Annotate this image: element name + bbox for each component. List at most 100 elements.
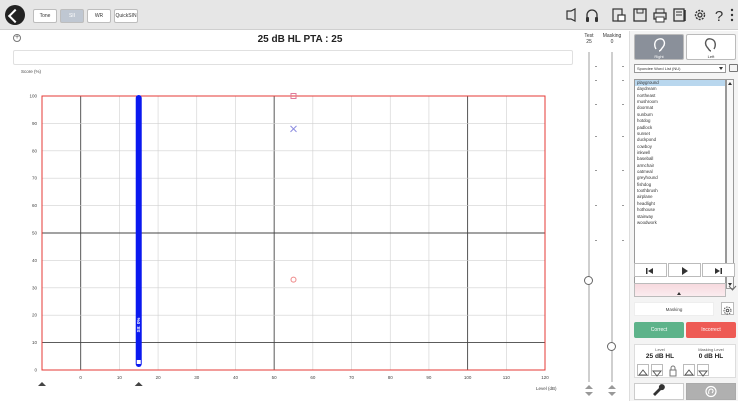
word-list-item[interactable]: toothbrush [637,188,658,194]
word-list-item[interactable]: stairway [637,213,654,219]
plot-border [41,95,546,371]
x-tick-label: 70 [349,375,355,380]
masking-up-button[interactable] [683,364,695,376]
skip-back-button[interactable] [634,263,667,277]
slider-tick-mark [622,170,624,171]
tab-wr[interactable]: WR [87,9,111,23]
print-preview-icon[interactable] [611,7,627,23]
incorrect-button[interactable]: Incorrect [686,322,736,338]
levels-box: Level 25 dB HL Masking Level 0 dB HL [634,344,736,378]
chevron-up-icon [637,369,649,376]
play-button[interactable] [668,263,701,277]
slider-tick-mark [622,205,624,206]
masking-level-value: 0 dB HL [698,353,724,360]
level-up-button[interactable] [637,364,649,376]
word-list-item[interactable]: armchair [637,162,655,168]
headphones-icon[interactable] [584,7,600,23]
word-list-item[interactable]: padlock [637,124,653,130]
tab-tools[interactable] [634,383,684,400]
word-list-item[interactable]: inkwell [637,149,651,155]
bar-label: SII: 0% [136,318,141,333]
slider-tick-mark [595,80,597,81]
speaker-mode-icon[interactable] [564,7,580,23]
add-icon[interactable]: + [13,34,21,42]
presentation-bar[interactable] [135,95,142,367]
masking-down-arrow-icon[interactable] [608,392,616,396]
word-list-item[interactable]: duckpond [637,137,657,143]
ear-left-label: Left [707,54,715,59]
y-axis-label: Score (%) [21,69,42,74]
folder-icon[interactable] [729,64,738,72]
play-icon [682,267,688,275]
bar-handle[interactable] [136,360,141,364]
link-lock-button[interactable] [668,364,678,377]
word-list-item[interactable]: greyhound [637,175,658,181]
correct-button[interactable]: Correct [634,322,684,338]
word-list-item[interactable]: daydream [637,86,657,92]
word-list-item[interactable]: oatmeal [637,169,653,175]
masking-field[interactable]: Masking [634,302,714,316]
y-tick-label: 30 [32,285,38,290]
test-slider-knob[interactable] [584,276,593,285]
y-tick-label: 70 [32,176,38,181]
x-tick-label: 80 [388,375,394,380]
word-list-item[interactable]: sunburn [637,111,653,117]
word-list-item[interactable]: woodwork [637,219,657,225]
scroll-down-icon[interactable] [728,283,732,286]
report-icon[interactable] [672,7,688,23]
slider-tick-mark [622,80,624,81]
masking-slider-knob[interactable] [607,342,616,351]
word-list-item[interactable]: mushroom [637,99,658,105]
scroll-up-icon[interactable] [728,82,732,85]
print-icon[interactable] [652,7,668,23]
masking-level-slider[interactable] [611,52,613,382]
word-list-select[interactable]: Spondee Word List (NU) [634,64,726,73]
x-tick-label: 120 [541,375,549,380]
slider-tick-mark [595,170,597,171]
expand-down-icon[interactable] [728,285,737,292]
tab-quicksin[interactable]: QuickSIN [114,9,138,23]
test-level-slider[interactable] [588,52,590,382]
word-list-item[interactable]: airplane [637,194,653,200]
help-icon[interactable]: ? [711,7,727,23]
lock-icon [669,365,677,377]
left-ear-icon [704,38,716,52]
top-toolbar: Tone SII WR QuickSIN ? [0,0,738,30]
word-list-item[interactable]: sunset [637,130,650,136]
word-list-item[interactable]: doormat [637,105,654,111]
test-down-arrow-icon[interactable] [585,392,593,396]
back-arrow-icon[interactable] [5,5,25,25]
masking-up-arrow-icon[interactable] [608,385,616,389]
masking-down-button[interactable] [697,364,709,377]
tab-tone[interactable]: Tone [33,9,57,23]
ear-right-button[interactable]: Right [634,34,684,60]
word-list-item[interactable]: northeast [637,92,656,98]
level-down-button[interactable] [651,364,663,377]
tab-ear-view[interactable] [686,383,736,400]
y-tick-label: 50 [32,231,38,236]
word-list[interactable]: playground daydream northeast mushroom doorm… [634,79,726,289]
masking-settings-button[interactable] [721,302,734,315]
word-list-item[interactable]: headlight [637,200,655,206]
ear-left-button[interactable]: Left [686,34,736,60]
save-icon[interactable] [632,7,648,23]
masking-title: Masking [602,33,622,39]
word-list-item[interactable]: hotdog [637,118,651,124]
word-list-item[interactable]: cowboy [637,143,652,149]
test-up-arrow-icon[interactable] [585,385,593,389]
word-list-item[interactable]: hothouse [637,207,656,213]
gear-icon[interactable] [692,7,708,23]
tab-sii[interactable]: SII [60,9,84,23]
info-box [13,50,573,65]
stimulus-level-bar[interactable] [634,283,726,297]
word-list-item[interactable]: baseball [637,156,654,162]
y-tick-label: 60 [32,203,38,208]
skip-forward-button[interactable] [702,263,735,277]
word-list-item[interactable]: playground [635,80,725,87]
level-pointer-icon[interactable] [134,382,143,386]
x-start-arrow-icon[interactable] [38,382,46,386]
word-list-scrollbar[interactable] [726,79,734,289]
word-list-item[interactable]: fishdog [637,181,652,187]
more-menu-icon[interactable] [728,7,736,23]
y-tick-label: 20 [32,313,38,318]
